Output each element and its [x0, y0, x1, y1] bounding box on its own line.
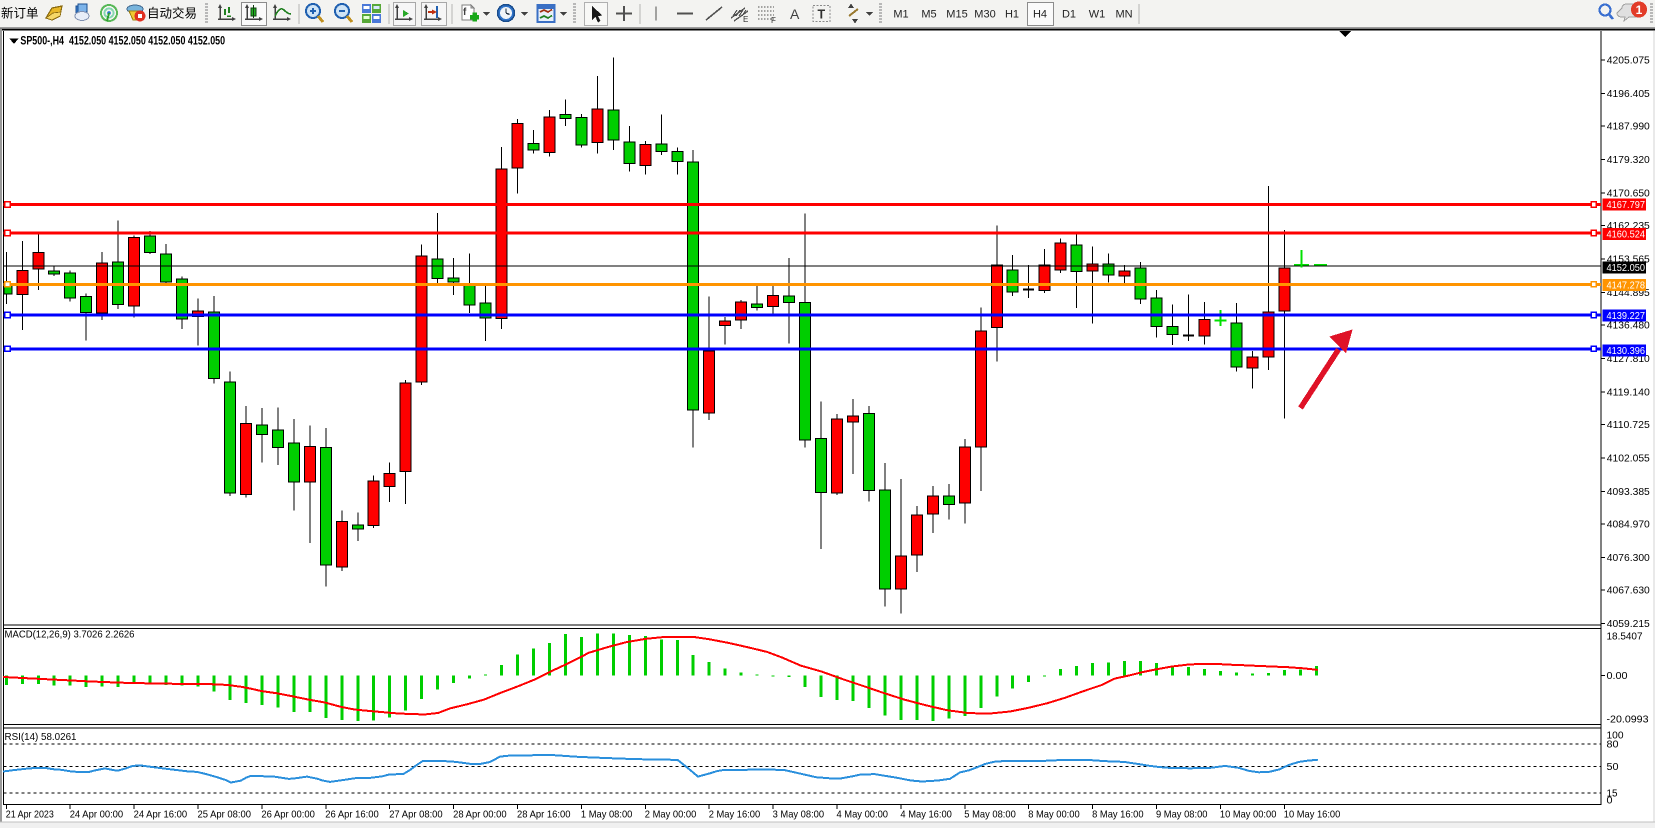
- svg-text:0: 0: [1607, 795, 1613, 806]
- svg-text:H4: H4: [1033, 9, 1047, 21]
- svg-text:-20.0993: -20.0993: [1607, 715, 1649, 726]
- svg-text:SP500-,H4 4152.050 4152.050 4: SP500-,H4 4152.050 4152.050 4152.050 415…: [20, 33, 225, 47]
- svg-text:4187.990: 4187.990: [1607, 121, 1650, 133]
- svg-text:自动交易: 自动交易: [147, 6, 197, 21]
- svg-text:4196.405: 4196.405: [1607, 88, 1650, 100]
- svg-text:18.5407: 18.5407: [1607, 632, 1643, 643]
- svg-text:M1: M1: [893, 9, 908, 21]
- svg-text:15: 15: [1607, 788, 1618, 799]
- svg-text:MN: MN: [1115, 9, 1132, 21]
- svg-text:M5: M5: [921, 9, 936, 21]
- svg-text:F: F: [771, 16, 776, 25]
- svg-text:24 Apr 00:00: 24 Apr 00:00: [70, 809, 124, 821]
- svg-text:100: 100: [1607, 730, 1624, 741]
- svg-text:4205.075: 4205.075: [1607, 55, 1650, 67]
- svg-text:8 May 16:00: 8 May 16:00: [1092, 809, 1144, 821]
- svg-text:50: 50: [1607, 762, 1619, 773]
- svg-text:2 May 00:00: 2 May 00:00: [645, 809, 697, 821]
- svg-text:28 Apr 16:00: 28 Apr 16:00: [517, 809, 571, 821]
- svg-text:MACD(12,26,9) 3.7026 2.2626: MACD(12,26,9) 3.7026 2.2626: [5, 629, 135, 641]
- svg-text:27 Apr 08:00: 27 Apr 08:00: [389, 809, 443, 821]
- svg-text:4147.278: 4147.278: [1607, 280, 1646, 292]
- svg-text:4076.300: 4076.300: [1607, 552, 1650, 564]
- svg-text:5 May 08:00: 5 May 08:00: [964, 809, 1016, 821]
- svg-text:RSI(14) 58.0261: RSI(14) 58.0261: [5, 731, 77, 743]
- svg-text:4093.385: 4093.385: [1607, 486, 1650, 498]
- svg-text:4102.055: 4102.055: [1607, 453, 1650, 465]
- svg-text:25 Apr 08:00: 25 Apr 08:00: [198, 809, 252, 821]
- svg-text:4110.725: 4110.725: [1607, 419, 1650, 431]
- svg-text:f: f: [463, 7, 467, 18]
- svg-text:新订单: 新订单: [1, 6, 39, 21]
- svg-text:4084.970: 4084.970: [1607, 519, 1650, 531]
- svg-text:4059.215: 4059.215: [1607, 618, 1650, 630]
- svg-text:4152.050: 4152.050: [1607, 262, 1646, 274]
- svg-text:4119.140: 4119.140: [1607, 387, 1650, 399]
- svg-text:9 May 08:00: 9 May 08:00: [1156, 809, 1208, 821]
- svg-text:2 May 16:00: 2 May 16:00: [709, 809, 761, 821]
- svg-text:10 May 16:00: 10 May 16:00: [1284, 809, 1341, 821]
- svg-text:4 May 16:00: 4 May 16:00: [900, 809, 952, 821]
- svg-text:80: 80: [1607, 740, 1619, 751]
- svg-text:28 Apr 00:00: 28 Apr 00:00: [453, 809, 507, 821]
- svg-text:0.00: 0.00: [1607, 671, 1628, 682]
- svg-text:1 May 08:00: 1 May 08:00: [581, 809, 633, 821]
- svg-text:M30: M30: [974, 9, 995, 21]
- svg-text:4167.797: 4167.797: [1607, 199, 1646, 211]
- svg-text:10 May 00:00: 10 May 00:00: [1220, 809, 1277, 821]
- svg-text:24 Apr 16:00: 24 Apr 16:00: [134, 809, 188, 821]
- svg-text:H1: H1: [1005, 9, 1019, 21]
- svg-text:D1: D1: [1062, 9, 1076, 21]
- svg-text:4130.396: 4130.396: [1607, 345, 1646, 357]
- svg-text:4170.650: 4170.650: [1607, 188, 1650, 200]
- svg-text:4067.630: 4067.630: [1607, 585, 1650, 597]
- svg-text:4179.320: 4179.320: [1607, 154, 1650, 166]
- svg-text:M15: M15: [946, 9, 967, 21]
- svg-text:4136.480: 4136.480: [1607, 320, 1650, 332]
- svg-text:21 Apr 2023: 21 Apr 2023: [6, 809, 54, 821]
- svg-text:T: T: [818, 8, 826, 22]
- svg-text:26 Apr 16:00: 26 Apr 16:00: [325, 809, 379, 821]
- svg-text:4 May 00:00: 4 May 00:00: [837, 809, 889, 821]
- svg-text:1: 1: [1636, 3, 1643, 17]
- svg-text:A: A: [790, 6, 800, 22]
- svg-text:3 May 08:00: 3 May 08:00: [773, 809, 825, 821]
- svg-text:26 Apr 00:00: 26 Apr 00:00: [261, 809, 315, 821]
- svg-text:4139.227: 4139.227: [1607, 310, 1646, 322]
- svg-text:E: E: [743, 15, 748, 24]
- svg-text:4160.524: 4160.524: [1607, 229, 1646, 241]
- svg-text:8 May 00:00: 8 May 00:00: [1028, 809, 1080, 821]
- svg-text:W1: W1: [1089, 9, 1106, 21]
